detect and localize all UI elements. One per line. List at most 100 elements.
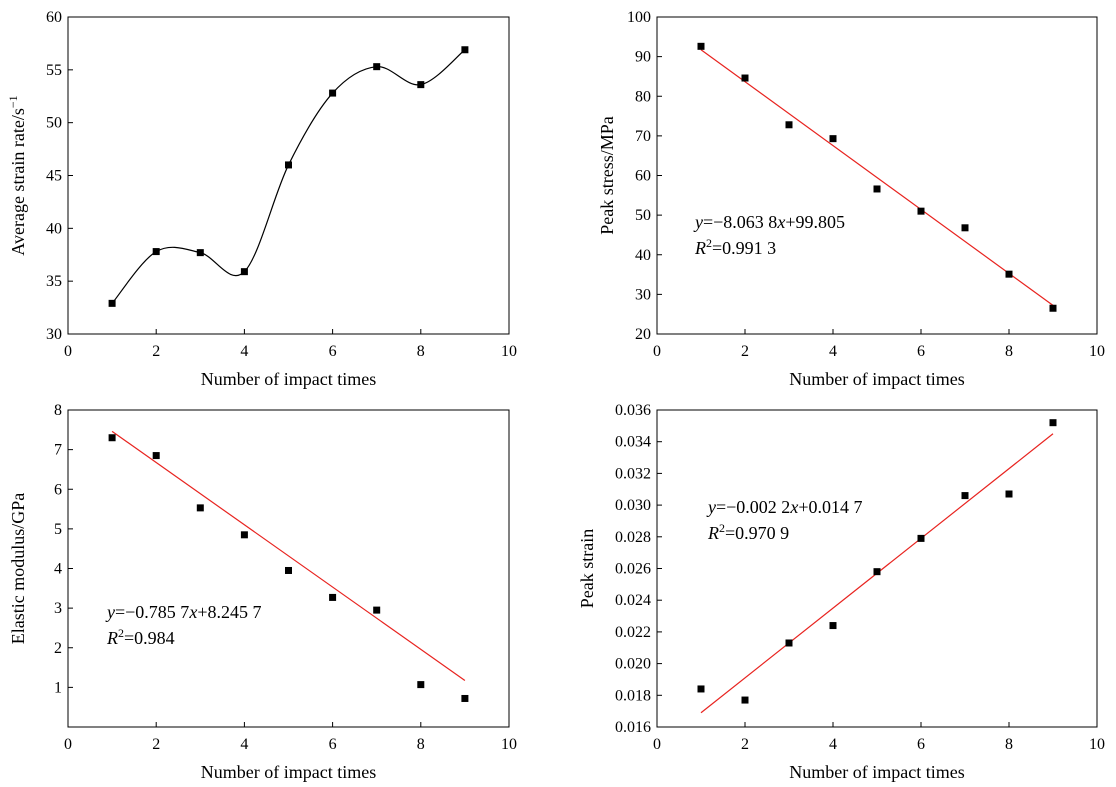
y-axis-label: Peak strain — [577, 529, 597, 608]
x-axis-label: Number of impact times — [789, 762, 964, 782]
x-tick-label: 6 — [917, 343, 925, 360]
x-tick-label: 4 — [829, 736, 837, 753]
x-tick-label: 0 — [653, 736, 661, 753]
data-point — [873, 568, 881, 576]
x-tick-label: 2 — [741, 343, 749, 360]
data-point — [108, 299, 116, 307]
y-tick-label: 5 — [54, 521, 62, 538]
y-axis-label: Elastic modulus/GPa — [8, 493, 28, 645]
data-point — [373, 63, 381, 71]
data-point — [697, 685, 705, 693]
y-tick-label: 0.026 — [615, 561, 651, 578]
y-tick-label: 7 — [54, 442, 62, 459]
data-point — [961, 224, 969, 232]
data-point — [1049, 419, 1057, 427]
y-tick-label: 35 — [46, 273, 62, 290]
y-tick-label: 0.022 — [615, 624, 651, 641]
x-tick-label: 8 — [1005, 736, 1013, 753]
fit-line — [111, 430, 466, 681]
y-tick-label: 8 — [54, 402, 62, 419]
data-point — [373, 606, 381, 614]
y-tick-label: 100 — [627, 9, 651, 26]
data-point — [417, 681, 425, 689]
y-tick-label: 55 — [46, 62, 62, 79]
data-point — [785, 121, 793, 129]
data-point — [461, 46, 469, 54]
fit-equation: y=−0.785 7x+8.245 7 — [105, 602, 261, 622]
y-tick-label: 0.032 — [615, 465, 651, 482]
y-tick-label: 30 — [635, 286, 651, 303]
data-point — [417, 81, 425, 89]
y-tick-label: 0.034 — [615, 434, 651, 451]
x-tick-label: 8 — [1005, 343, 1013, 360]
x-axis-label: Number of impact times — [201, 762, 376, 782]
plot-frame — [67, 16, 510, 335]
y-tick-label: 50 — [635, 207, 651, 224]
fit-equation: y=−0.002 2x+0.014 7 — [706, 497, 862, 517]
r-squared: R2=0.984 — [106, 626, 175, 648]
data-point — [697, 42, 705, 50]
x-tick-label: 6 — [329, 343, 337, 360]
data-point — [917, 534, 925, 542]
y-tick-label: 45 — [46, 168, 62, 185]
y-tick-label: 4 — [54, 561, 62, 578]
y-axis-label: Peak stress/MPa — [597, 116, 617, 235]
x-tick-label: 4 — [240, 736, 248, 753]
data-point — [240, 531, 248, 539]
data-point — [873, 185, 881, 193]
fit-equation: y=−8.063 8x+99.805 — [693, 212, 845, 232]
x-tick-label: 0 — [64, 343, 72, 360]
y-tick-label: 60 — [46, 9, 62, 26]
y-tick-label: 0.028 — [615, 529, 651, 546]
x-tick-label: 4 — [240, 343, 248, 360]
y-tick-label: 6 — [54, 481, 62, 498]
y-tick-label: 0.030 — [615, 497, 651, 514]
x-tick-label: 8 — [417, 343, 425, 360]
x-tick-label: 4 — [829, 343, 837, 360]
data-point — [152, 452, 160, 460]
x-tick-label: 0 — [653, 343, 661, 360]
x-tick-label: 0 — [64, 736, 72, 753]
data-point — [285, 161, 292, 169]
data-point — [1049, 304, 1057, 312]
data-point — [741, 696, 749, 704]
x-tick-label: 10 — [1089, 736, 1105, 753]
x-tick-label: 6 — [329, 736, 337, 753]
y-tick-label: 3 — [54, 600, 62, 617]
y-tick-label: 30 — [46, 326, 62, 343]
data-point — [196, 249, 204, 257]
y-tick-label: 0.024 — [615, 592, 651, 609]
y-tick-label: 60 — [635, 168, 651, 185]
y-tick-label: 80 — [635, 88, 651, 105]
x-tick-label: 2 — [152, 343, 160, 360]
chart-panel-4: 0 2 4 6 8 10 0.016 0.018 0.020 0.022 0.024 0.026 0.0… — [577, 402, 1105, 782]
data-point — [240, 268, 248, 276]
fit-line — [700, 49, 1054, 306]
x-tick-label: 2 — [152, 736, 160, 753]
data-point — [152, 248, 160, 256]
data-point — [829, 135, 837, 143]
y-tick-label: 0.018 — [615, 687, 651, 704]
r-squared: R2=0.991 3 — [694, 236, 776, 258]
data-point — [196, 504, 204, 512]
y-axis-label: Average strain rate/s−1 — [6, 95, 28, 255]
data-point — [1005, 270, 1013, 278]
data-point — [329, 593, 337, 601]
x-tick-label: 10 — [501, 343, 517, 360]
x-axis-label: Number of impact times — [789, 369, 964, 389]
y-tick-label: 2 — [54, 640, 62, 657]
y-tick-label: 0.036 — [615, 402, 651, 419]
y-tick-label: 90 — [635, 49, 651, 66]
x-axis-label: Number of impact times — [201, 369, 376, 389]
x-tick-label: 10 — [501, 736, 517, 753]
data-point — [285, 566, 292, 574]
data-point — [741, 74, 749, 82]
y-tick-label: 40 — [46, 220, 62, 237]
x-tick-label: 10 — [1089, 343, 1105, 360]
data-point — [1005, 490, 1013, 498]
y-tick-label: 20 — [635, 326, 651, 343]
x-tick-label: 2 — [741, 736, 749, 753]
data-point — [785, 639, 793, 647]
